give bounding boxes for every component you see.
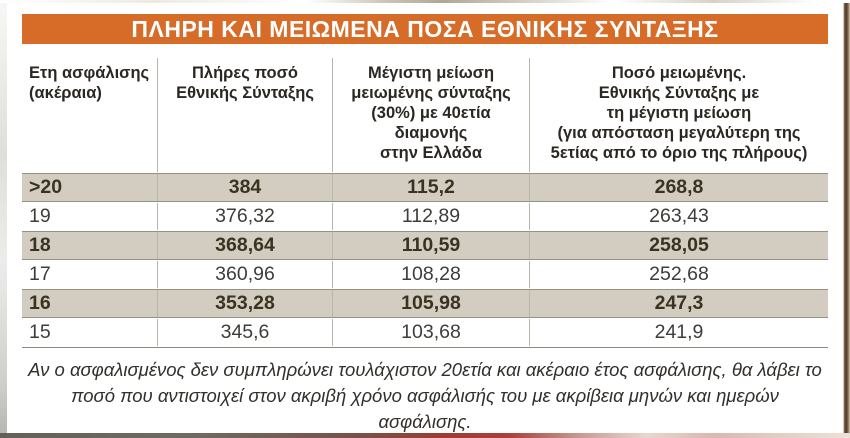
table-cell: 18 [22, 232, 158, 259]
table-cell: 112,89 [333, 203, 530, 230]
table-cell: 345,6 [158, 319, 333, 346]
table-cell: 115,2 [333, 174, 530, 201]
photo-edge-top [0, 0, 850, 3]
photo-edge-bottom [0, 433, 850, 438]
table-cell: 258,05 [649, 234, 709, 256]
photo-edge-left [0, 3, 7, 433]
table-cell: 108,28 [333, 261, 530, 288]
footnote-text: Αν ο ασφαλισμένος δεν συμπληρώνει τουλάχ… [28, 359, 822, 432]
table-cell: 252,68 [649, 263, 709, 285]
table-row: 19 376,32 112,89 263,43 [22, 203, 828, 230]
table-cell: 110,59 [333, 232, 530, 259]
table-cell: >20 [22, 174, 158, 201]
header-full-pension-amount: Πλήρες ποσό Εθνικής Σύνταξης [158, 58, 333, 172]
table-row: 17 360,96 108,28 252,68 [22, 261, 828, 288]
table-cell: 263,43 [649, 205, 709, 227]
table-cell: 268,8 [654, 176, 704, 198]
table-cell: 368,64 [158, 232, 333, 259]
table-cell: 15 [22, 319, 158, 346]
table-body: >20 384 115,2 268,8 19 376,32 112,89 263,43 18 36… [22, 173, 828, 346]
table-cell: 376,32 [158, 203, 333, 230]
table-cell: 103,68 [333, 319, 530, 346]
table-row: 16 353,28 105,98 247,3 [22, 289, 828, 318]
table-cell: 105,98 [333, 290, 530, 317]
table-bottom-divider [22, 347, 828, 348]
table-cell: 384 [158, 174, 333, 201]
table-row: 15 345,6 103,68 241,9 [22, 319, 828, 346]
table-cell: 17 [22, 261, 158, 288]
table-cell: 16 [22, 290, 158, 317]
header-years-of-insurance: Ετη ασφάλισης (ακέραια) [22, 58, 158, 172]
header-reduced-pension-amount: Ποσό μειωμένης. Εθνικής Σύνταξης με τη μ… [550, 64, 808, 162]
table-cell: 247,3 [654, 292, 704, 314]
table-title: ΠΛΗΡΗ ΚΑΙ ΜΕΙΩΜΕΝΑ ΠΟΣΑ ΕΘΝΙΚΗΣ ΣΥΝΤΑΞΗΣ [131, 16, 719, 42]
photo-edge-right [841, 3, 850, 433]
table-cell: 19 [22, 203, 158, 230]
table-header-row: Ετη ασφάλισης (ακέραια) Πλήρες ποσό Εθνι… [22, 58, 828, 172]
table-row: 18 368,64 110,59 258,05 [22, 231, 828, 260]
header-max-reduction: Μέγιστη μείωση μειωμένης σύνταξης (30%) … [333, 58, 530, 172]
clipping-content: ΠΛΗΡΗ ΚΑΙ ΜΕΙΩΜΕΝΑ ΠΟΣΑ ΕΘΝΙΚΗΣ ΣΥΝΤΑΞΗΣ… [22, 3, 828, 435]
table-cell: 353,28 [158, 290, 333, 317]
title-banner: ΠΛΗΡΗ ΚΑΙ ΜΕΙΩΜΕΝΑ ΠΟΣΑ ΕΘΝΙΚΗΣ ΣΥΝΤΑΞΗΣ [22, 14, 828, 44]
table-row: >20 384 115,2 268,8 [22, 173, 828, 202]
table-cell: 241,9 [654, 321, 704, 343]
table-cell: 360,96 [158, 261, 333, 288]
